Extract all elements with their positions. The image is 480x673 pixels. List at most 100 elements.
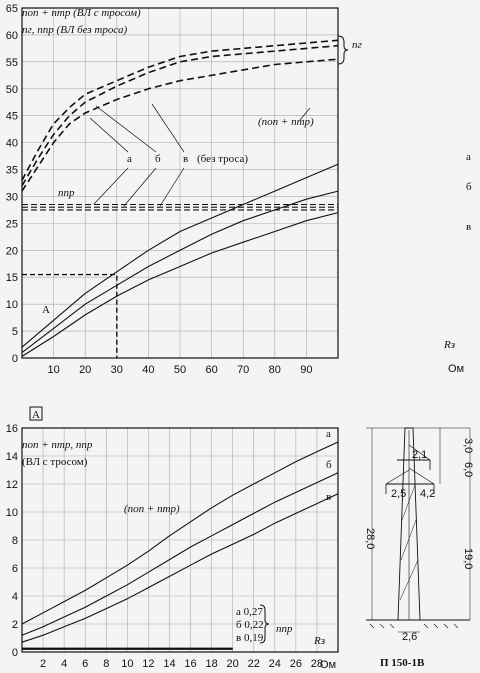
c1-series-sum-7 bbox=[21, 190, 339, 354]
leader-sum-top bbox=[299, 107, 311, 121]
label-no-cable: (без троса) bbox=[197, 153, 248, 165]
c1-ytick-11: 55 bbox=[6, 57, 18, 69]
c2-xtick-4: 10 bbox=[121, 658, 133, 670]
npr-brace bbox=[259, 604, 270, 644]
label-v-top: в bbox=[183, 153, 188, 165]
c2-ytick-7: 14 bbox=[6, 451, 18, 463]
label-sum-top: (nоп + nтр) bbox=[258, 116, 314, 128]
c2-ytick-8: 16 bbox=[6, 423, 18, 435]
tower-diagram bbox=[366, 427, 471, 633]
leader-a-top bbox=[89, 117, 129, 153]
c1-ytick-3: 15 bbox=[6, 272, 18, 284]
c1-xtick-0: 10 bbox=[47, 364, 59, 376]
c1-series-sum-8 bbox=[21, 212, 339, 357]
leader-b-npr bbox=[123, 167, 157, 207]
tower-dim-190: 19,0 bbox=[462, 548, 474, 569]
c1-xtick-5: 60 bbox=[205, 364, 217, 376]
c2-ytick-4: 8 bbox=[12, 535, 18, 547]
c2-xtick-2: 6 bbox=[82, 658, 88, 670]
npr-value-v: в 0,19 bbox=[236, 632, 264, 644]
label-npr-top: nпр bbox=[58, 187, 75, 199]
c1-xtick-6: 70 bbox=[237, 364, 249, 376]
tower-dim-280: 28,0 bbox=[364, 528, 376, 549]
npr-value-b: б 0,22 bbox=[236, 619, 264, 631]
c2-series-sum-2 bbox=[21, 493, 339, 643]
c2-ytick-6: 12 bbox=[6, 479, 18, 491]
c1-ytick-9: 45 bbox=[6, 111, 18, 123]
c1-xtick-3: 40 bbox=[142, 364, 154, 376]
label-a-sum-top: а bbox=[466, 151, 471, 163]
c1-ytick-10: 50 bbox=[6, 84, 18, 96]
c1-frame bbox=[21, 7, 339, 359]
tower-caption: П 150-1В bbox=[380, 657, 425, 669]
tower-dim-25: 2,5 bbox=[391, 488, 406, 500]
c1-ytick-7: 35 bbox=[6, 165, 18, 177]
chart-bottom-title-line2: (ВЛ с тросом) bbox=[22, 456, 88, 468]
c1-ytick-12: 60 bbox=[6, 30, 18, 42]
c2-xtick-7: 16 bbox=[184, 658, 196, 670]
label-a-top: а bbox=[127, 153, 132, 165]
xlabel-top: Rз bbox=[443, 339, 455, 351]
c2-xtick-10: 22 bbox=[248, 658, 260, 670]
c2-ytick-2: 4 bbox=[12, 591, 18, 603]
chart-top-title-line1: nоп + nтр (ВЛ с тросом) bbox=[22, 7, 141, 19]
xunit-top: Ом bbox=[448, 363, 464, 375]
label-ng: nг bbox=[352, 39, 363, 51]
c2-xtick-0: 2 bbox=[40, 658, 46, 670]
tower-dim-60: 6,0 bbox=[462, 462, 474, 477]
leader-b-top bbox=[95, 105, 157, 153]
leader-a-npr bbox=[93, 167, 129, 205]
c1-series-sum-6 bbox=[21, 163, 339, 348]
c1-ytick-1: 5 bbox=[12, 326, 18, 338]
c1-series-ng-2 bbox=[21, 58, 339, 192]
c2-series-sum-1 bbox=[21, 472, 339, 636]
c1-xtick-4: 50 bbox=[174, 364, 186, 376]
c1-ytick-0: 0 bbox=[12, 353, 18, 365]
label-point-A: A bbox=[42, 304, 50, 316]
c1-ytick-6: 30 bbox=[6, 191, 18, 203]
c2-xtick-1: 4 bbox=[61, 658, 67, 670]
label-b-top: б bbox=[155, 153, 161, 165]
tower-dim-21: 2,1 bbox=[412, 449, 427, 461]
label-sum-bottom: (nоп + nтр) bbox=[124, 503, 180, 515]
panel-label: A bbox=[32, 409, 40, 421]
c1-ytick-8: 40 bbox=[6, 138, 18, 150]
chart-bottom-title-line1: nоп + nтр, nпр bbox=[22, 439, 93, 451]
ng-brace bbox=[337, 35, 349, 65]
label-b-bottom: б bbox=[326, 459, 332, 471]
c2-ytick-1: 2 bbox=[12, 619, 18, 631]
c2-xtick-3: 8 bbox=[103, 658, 109, 670]
c2-xtick-12: 26 bbox=[290, 658, 302, 670]
panel-label-box bbox=[29, 406, 43, 421]
label-npr-bottom: nпр bbox=[276, 623, 293, 635]
leader-v-npr bbox=[159, 167, 185, 207]
c1-ytick-5: 25 bbox=[6, 218, 18, 230]
c2-ytick-3: 6 bbox=[12, 563, 18, 575]
chart-top-title-line2: nг, nпр (ВЛ без троса) bbox=[22, 24, 127, 36]
label-b-sum-top: б bbox=[466, 181, 472, 193]
c2-xtick-6: 14 bbox=[163, 658, 175, 670]
c1-xtick-8: 90 bbox=[300, 364, 312, 376]
xunit-bottom: Ом bbox=[320, 659, 336, 671]
c2-xtick-11: 24 bbox=[269, 658, 281, 670]
c2-ytick-5: 10 bbox=[6, 507, 18, 519]
c1-xtick-1: 20 bbox=[79, 364, 91, 376]
tower-dim-30: 3,0 bbox=[462, 438, 474, 453]
c2-xtick-8: 18 bbox=[205, 658, 217, 670]
label-v-bottom: в bbox=[326, 491, 331, 503]
c2-ytick-0: 0 bbox=[12, 647, 18, 659]
c1-xtick-7: 80 bbox=[269, 364, 281, 376]
tower-dim-42: 4,2 bbox=[420, 488, 435, 500]
label-v-sum-top: в bbox=[466, 221, 471, 233]
chart-top: 10 20 30 40 50 60 70 80 90 0 5 10 15 20 25 30 35 40 45 50 55… bbox=[6, 3, 349, 376]
c1-series-ng-0 bbox=[21, 39, 339, 181]
xlabel-bottom: Rз bbox=[313, 635, 325, 647]
c2-frame bbox=[21, 427, 339, 653]
c1-xtick-2: 30 bbox=[111, 364, 123, 376]
c1-series-ng-1 bbox=[21, 44, 339, 187]
label-a-bottom: а bbox=[326, 428, 331, 440]
tower-dim-26: 2,6 bbox=[402, 631, 417, 643]
c2-series-sum-0 bbox=[21, 441, 339, 625]
